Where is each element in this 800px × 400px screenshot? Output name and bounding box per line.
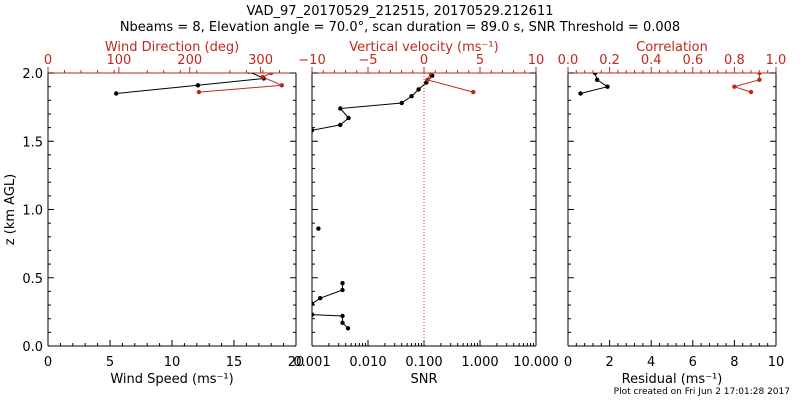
snr-line	[312, 75, 433, 131]
panel-data	[312, 73, 476, 331]
top-tick-label: 10	[528, 53, 545, 68]
x-tick-label: 1.000	[461, 355, 498, 370]
wind-speed-point	[195, 83, 201, 88]
snr-line	[312, 283, 343, 305]
y-tick-label: 2.0	[22, 67, 43, 82]
vertical-velocity-point	[425, 77, 430, 83]
x-tick-label: 15	[226, 355, 243, 370]
vertical-velocity-point	[428, 73, 433, 76]
snr-point	[340, 287, 345, 293]
x-axis-label: Wind Speed (ms⁻¹)	[110, 372, 233, 387]
chart-title-line1: VAD_97_20170529_212515, 20170529.212611	[246, 4, 554, 19]
x-tick-label: 20	[288, 355, 305, 370]
top-axis-label: Wind Direction (deg)	[105, 40, 239, 55]
x-tick-label: 10	[164, 355, 181, 370]
snr-point	[312, 312, 315, 317]
correlation-point	[732, 84, 737, 89]
x-axis-label: SNR	[410, 372, 437, 387]
correlation-point	[748, 89, 754, 95]
x-tick-label: 5	[106, 355, 114, 370]
top-tick-label: 0.2	[599, 53, 620, 68]
residual-point	[605, 84, 610, 89]
x-tick-label: 0.100	[405, 355, 442, 370]
top-tick-label: 0.8	[724, 53, 745, 68]
snr-point	[312, 301, 315, 306]
plot-footer: Plot created on Fri Jun 2 17:01:28 2017	[613, 387, 790, 397]
top-tick-label: 5	[476, 53, 484, 68]
top-axis-label: Vertical velocity (ms⁻¹)	[349, 40, 498, 55]
snr-point	[345, 326, 351, 331]
top-tick-label: −5	[358, 53, 377, 68]
top-tick-label: 0	[420, 53, 428, 68]
snr-point	[399, 100, 404, 106]
y-tick-label: 0.5	[22, 272, 43, 287]
correlation-line	[732, 73, 760, 93]
residual-point	[594, 77, 600, 83]
chart-title-line2: Nbeams = 8, Elevation angle = 70.0°, sca…	[119, 20, 681, 35]
snr-point	[340, 320, 345, 325]
wind-direction-point	[260, 74, 265, 80]
snr-point	[340, 313, 345, 319]
top-tick-label: 0.6	[682, 53, 703, 68]
snr-point	[409, 94, 414, 99]
snr-point	[316, 226, 321, 231]
correlation-point	[757, 77, 762, 83]
x-tick-label: 8	[730, 355, 738, 370]
y-tick-label: 0.0	[22, 340, 43, 355]
x-tick-label: 2	[605, 355, 613, 370]
x-axis-label: Residual (ms⁻¹)	[622, 372, 723, 387]
x-tick-label: 0.001	[293, 355, 330, 370]
top-tick-label: 0	[44, 53, 52, 68]
wind-speed-point	[247, 73, 251, 74]
snr-point	[416, 87, 421, 92]
wind-direction-point	[196, 89, 202, 95]
snr-point	[346, 115, 351, 121]
top-tick-label: 0.4	[641, 53, 662, 68]
panel-right: 0 2 4 6 8 10 Residual (ms⁻¹) 0.0 0.2 0.4 0.6 0.8 1.0…	[558, 40, 787, 387]
correlation-point	[757, 73, 762, 76]
x-tick-label: 0.010	[349, 355, 386, 370]
x-tick-label: 10.000	[513, 355, 559, 370]
top-tick-label: 100	[106, 53, 131, 68]
panel-middle: 0.001 0.010 0.100 1.000 10.000 SNR −10 −5 0 5 10 Ve…	[293, 40, 558, 387]
residual-point	[578, 91, 583, 96]
panel-data	[114, 73, 284, 96]
residual-point	[592, 73, 598, 76]
y-axis-label: z (km AGL)	[3, 174, 18, 245]
x-tick-label: 0	[44, 355, 52, 370]
residual-line	[580, 73, 609, 94]
wind-direction-point	[279, 83, 284, 88]
x-tick-label: 4	[647, 355, 655, 370]
snr-line	[312, 314, 349, 329]
snr-point	[338, 106, 343, 111]
wind-direction-line	[198, 73, 282, 93]
y-tick-label: 1.5	[22, 135, 43, 150]
top-tick-label: 0.0	[558, 53, 579, 68]
snr-point	[338, 122, 343, 128]
wind-speed-line	[116, 73, 266, 94]
snr-point	[312, 128, 315, 133]
top-axis-label: Correlation	[636, 40, 708, 55]
y-tick-label: 1.0	[22, 204, 43, 219]
x-tick-label: 10	[768, 355, 785, 370]
panel-data	[578, 73, 762, 96]
x-tick-label: 6	[689, 355, 697, 370]
top-tick-label: 300	[248, 53, 273, 68]
top-tick-label: 200	[177, 53, 202, 68]
top-tick-label: 1.0	[766, 53, 787, 68]
snr-point	[340, 281, 345, 286]
vertical-velocity-point	[471, 89, 476, 95]
wind-speed-point	[114, 91, 119, 96]
top-tick-label: −10	[298, 53, 325, 68]
x-tick-label: 0	[564, 355, 572, 370]
wind-direction-point	[269, 73, 274, 76]
snr-point	[318, 296, 323, 301]
